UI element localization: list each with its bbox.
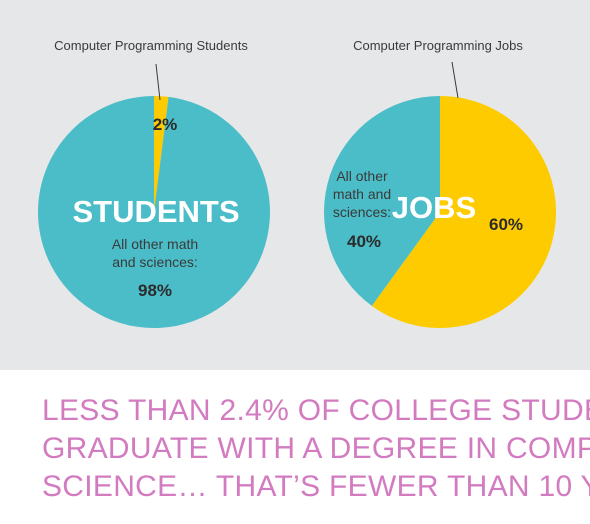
jobs-title: JOBS <box>392 190 476 225</box>
jobs-slice-label-60: 60% <box>489 215 523 234</box>
caption-line-2: GRADUATE WITH A DEGREE IN COMPUTER <box>42 432 590 465</box>
students-other-label-line1: All other math <box>112 236 198 252</box>
students-slice-1 <box>154 96 169 212</box>
students-title: STUDENTS <box>72 194 239 229</box>
pie-charts: Computer Programming Students 2% STUDENT… <box>37 38 556 328</box>
jobs-slice-label-40: 40% <box>347 232 381 251</box>
jobs-slice-1 <box>371 96 556 328</box>
caption-line-3: SCIENCE… THAT’S FEWER THAN 10 YEARS AGO. <box>42 470 590 503</box>
students-slice-label-2: 2% <box>153 115 178 134</box>
caption-headline: LESS THAN 2.4% OF COLLEGE STUDENTS GRADU… <box>42 392 590 506</box>
caption-line-1: LESS THAN 2.4% OF COLLEGE STUDENTS <box>42 394 590 427</box>
jobs-pie: Computer Programming Jobs JOBS 60% All o… <box>324 38 556 328</box>
jobs-slice-2 <box>324 96 440 306</box>
jobs-callout-label: Computer Programming Jobs <box>353 38 523 53</box>
students-callout-line <box>155 63 161 101</box>
students-pie: Computer Programming Students 2% STUDENT… <box>37 38 270 328</box>
students-slice-2 <box>37 96 270 328</box>
students-callout-label: Computer Programming Students <box>54 38 248 53</box>
jobs-other-label-line3: sciences: <box>333 204 391 220</box>
students-slice-label-98: 98% <box>138 281 172 300</box>
jobs-other-label-line2: math and <box>333 186 391 202</box>
students-other-label-line2: and sciences: <box>112 254 198 270</box>
jobs-callout-line <box>451 61 459 99</box>
jobs-other-label-line1: All other <box>336 168 388 184</box>
